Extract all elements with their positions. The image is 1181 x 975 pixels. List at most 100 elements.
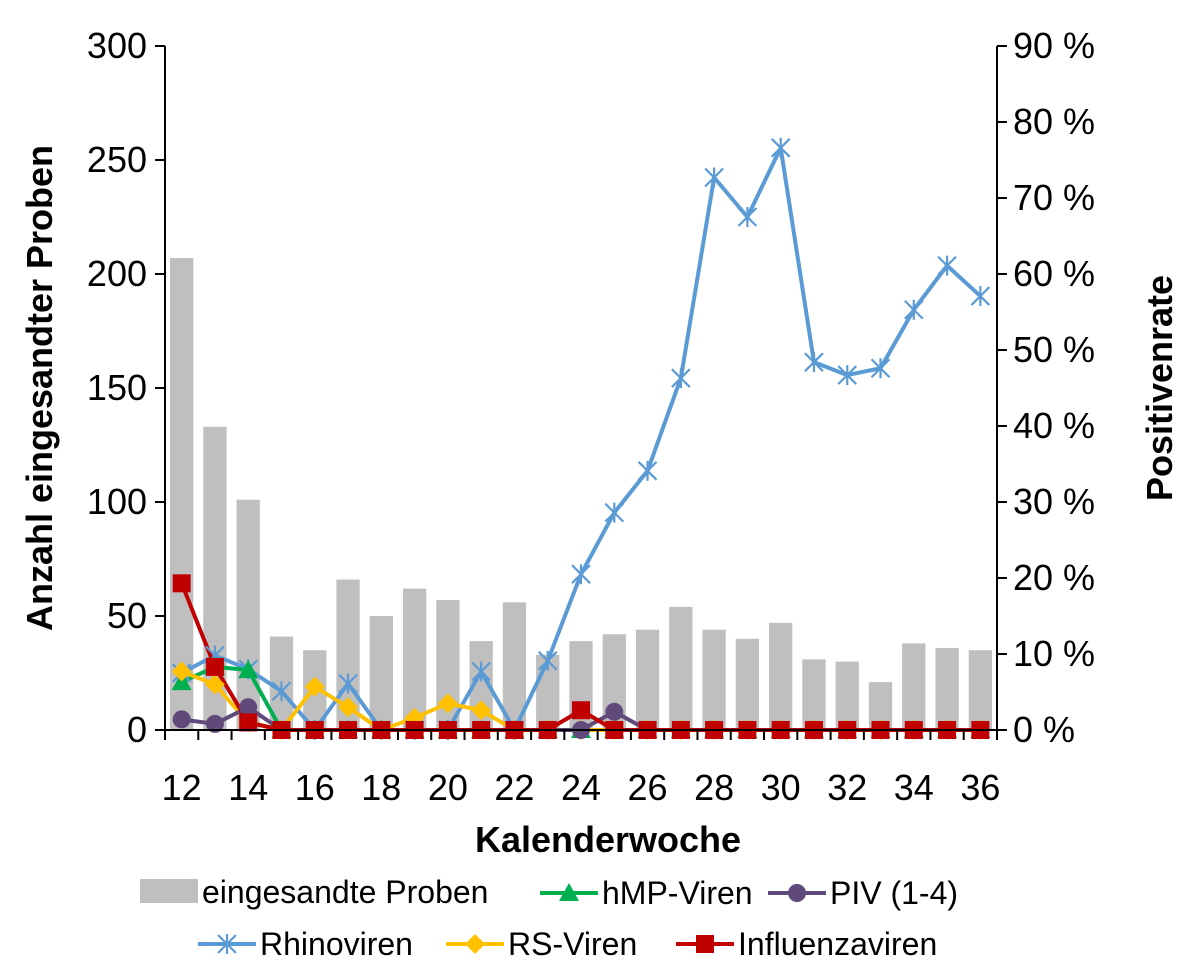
legend-item-rhinoviren: Rhinoviren (198, 926, 413, 962)
bar-week-35 (935, 647, 959, 730)
right-tick-label: 30 % (1013, 481, 1095, 522)
point-influenzaviren-week-24 (572, 701, 590, 720)
x-tick-label: 28 (694, 767, 734, 808)
x-tick-label: 24 (561, 767, 601, 808)
bar-week-31 (802, 659, 826, 730)
x-tick-label: 14 (228, 767, 268, 808)
x-tick-label: 22 (494, 767, 534, 808)
x-tick-label: 12 (162, 767, 202, 808)
legend-item-piv-1-4: PIV (1-4) (768, 875, 958, 911)
point-influenzaviren-week-12 (172, 574, 191, 593)
point-rs-viren-week-16 (304, 676, 325, 697)
bar-week-27 (669, 606, 693, 730)
point-rhinoviren-week-26 (637, 460, 658, 481)
y-axis-left-title: Anzahl eingesandter Proben (19, 145, 60, 631)
legend-label-influenzaviren: Influenzaviren (738, 926, 937, 962)
right-tick-label: 90 % (1013, 25, 1095, 66)
left-tick-label: 250 (87, 139, 147, 180)
left-tick-label: 300 (87, 25, 147, 66)
x-tick-label: 20 (428, 767, 468, 808)
x-tick-label: 36 (960, 767, 1000, 808)
legend-label-eingesandte-proben: eingesandte Proben (202, 874, 488, 910)
point-rhinoviren-week-34 (904, 299, 924, 320)
right-tick-label: 40 % (1013, 405, 1095, 446)
bar-week-14 (236, 499, 260, 730)
right-tick-label: 0 % (1013, 709, 1075, 750)
point-rs-viren-week-12 (171, 661, 192, 682)
x-tick-label: 16 (295, 767, 335, 808)
legend-marker-rhinoviren (217, 934, 237, 954)
point-rhinoviren-week-32 (837, 365, 858, 386)
point-rhinoviren-week-28 (704, 167, 724, 188)
bar-week-28 (702, 629, 726, 730)
axes-layer (164, 46, 998, 731)
legend-marker-influenzaviren (696, 935, 714, 953)
bar-week-34 (902, 643, 926, 730)
point-rs-viren-week-20 (437, 693, 458, 714)
legend-item-influenzaviren: Influenzaviren (676, 926, 937, 962)
left-tick-label: 150 (87, 367, 147, 408)
x-tick-label: 18 (361, 767, 401, 808)
bar-week-19 (402, 588, 427, 730)
point-rhinoviren-week-31 (804, 352, 824, 373)
legend-swatch-eingesandte-proben (140, 879, 198, 903)
point-hmp-viren-week-14 (238, 659, 259, 678)
bar-week-33 (868, 682, 893, 730)
bar-week-30 (769, 622, 793, 730)
point-piv-1-4-week-13 (205, 714, 224, 733)
point-rhinoviren-week-29 (737, 207, 758, 227)
right-tick-label: 50 % (1013, 329, 1095, 370)
point-piv-1-4-week-12 (172, 710, 191, 729)
point-influenzaviren-week-14 (239, 713, 258, 732)
point-rhinoviren-week-24 (571, 564, 591, 585)
left-tick-label: 0 (127, 709, 147, 750)
point-rhinoviren-week-15 (271, 681, 292, 702)
point-rhinoviren-week-36 (970, 286, 991, 307)
point-piv-1-4-week-14 (239, 698, 258, 717)
legend-label-hmp-viren: hMP-Viren (602, 875, 753, 911)
bar-week-26 (635, 629, 660, 730)
x-axis-title: Kalenderwoche (475, 819, 741, 860)
legend-marker-piv-1-4 (788, 884, 806, 902)
bar-week-18 (369, 616, 393, 730)
bar-week-20 (436, 600, 460, 730)
right-tick-label: 20 % (1013, 557, 1095, 598)
x-tick-label: 32 (827, 767, 867, 808)
y-axis-right-title: Positivenrate (1139, 275, 1180, 501)
right-tick-label: 60 % (1013, 253, 1095, 294)
point-piv-1-4-week-25 (605, 702, 624, 721)
bar-week-12 (169, 258, 194, 730)
point-rhinoviren-week-23 (537, 650, 558, 671)
bar-week-29 (735, 638, 760, 730)
right-tick-label: 70 % (1013, 177, 1095, 218)
point-rhinoviren-week-33 (870, 358, 891, 379)
point-rhinoviren-week-25 (604, 502, 625, 523)
left-tick-label: 200 (87, 253, 147, 294)
legend-marker-hmp-viren (559, 883, 579, 901)
legend-label-rhinoviren: Rhinoviren (260, 926, 413, 962)
point-rhinoviren-week-27 (671, 368, 691, 389)
legend-label-piv-1-4: PIV (1-4) (830, 875, 958, 911)
legend-label-rs-viren: RS-Viren (508, 926, 637, 962)
left-tick-label: 50 (107, 595, 147, 636)
bar-week-32 (835, 661, 859, 730)
point-rhinoviren-week-21 (471, 661, 491, 682)
point-rhinoviren-week-30 (770, 137, 791, 158)
right-tick-label: 80 % (1013, 101, 1095, 142)
x-tick-label: 26 (628, 767, 668, 808)
legend-item-hmp-viren: hMP-Viren (540, 875, 753, 911)
x-tick-label: 34 (894, 767, 934, 808)
point-influenzaviren-week-13 (205, 657, 224, 676)
point-rs-viren-week-17 (338, 697, 359, 718)
point-rhinoviren-week-35 (937, 255, 957, 276)
right-tick-label: 10 % (1013, 633, 1095, 674)
bar-week-36 (968, 650, 993, 730)
point-rs-viren-week-13 (204, 674, 225, 695)
bar-week-22 (502, 602, 527, 730)
x-tick-label: 30 (761, 767, 801, 808)
point-rhinoviren-week-17 (338, 673, 358, 694)
legend-marker-rs-viren (465, 934, 485, 954)
legend: eingesandte Proben hMP-Viren PIV (1-4) Rhin… (140, 874, 958, 962)
legend-item-rs-viren: RS-Viren (446, 926, 637, 962)
